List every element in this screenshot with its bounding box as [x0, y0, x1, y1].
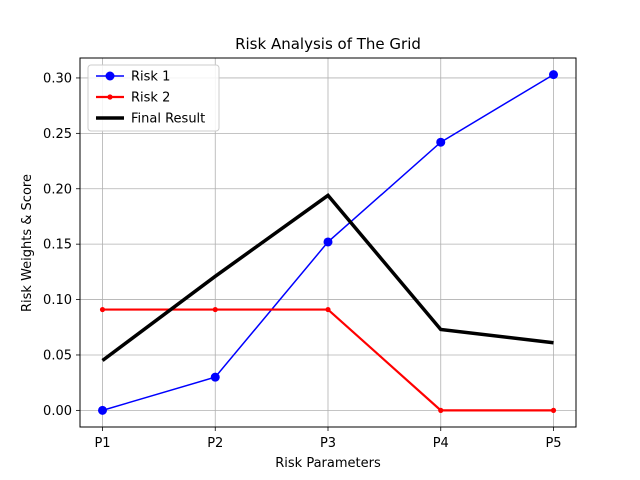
- data-point: [325, 306, 331, 313]
- legend-label: Final Result: [131, 112, 205, 127]
- legend-box: [87, 64, 220, 132]
- series-final-result: [101, 193, 554, 362]
- legend-label: Risk 1: [131, 70, 170, 85]
- legend-entry: Risk 1: [96, 70, 170, 85]
- legend-marker: [105, 71, 115, 81]
- data-point: [210, 372, 220, 382]
- y-tick-label: 0.20: [43, 182, 72, 197]
- x-tick-label: P5: [545, 436, 561, 451]
- data-point: [212, 306, 218, 313]
- legend-entry: Risk 2: [96, 91, 170, 106]
- legend: Risk 1 Risk 2 Final Result: [87, 64, 220, 132]
- x-tick-label: P3: [320, 436, 336, 451]
- legend-marker: [107, 94, 113, 100]
- y-tick-label: 0.25: [43, 127, 72, 142]
- y-tick-label: 0.00: [43, 404, 72, 419]
- grid-lines: [80, 58, 576, 427]
- x-axis-label: Risk Parameters: [275, 456, 381, 471]
- data-point: [438, 407, 444, 413]
- chart-title: Risk Analysis of The Grid: [235, 35, 421, 53]
- data-point: [98, 405, 107, 415]
- data-point: [436, 137, 446, 147]
- x-tick-label: P4: [433, 436, 449, 451]
- legend-entry: Final Result: [96, 112, 205, 127]
- series-layer: [98, 70, 558, 415]
- y-tick-label: 0.15: [43, 238, 72, 253]
- y-tick-label: 0.30: [43, 71, 72, 86]
- series-line: [101, 193, 554, 362]
- y-axis-label: Risk Weights & Score: [20, 174, 35, 312]
- series-risk-1: [98, 70, 558, 415]
- axis-ticks: P1 P2 P3 P4 P5 0.00 0.05 0.10 0.15 0.20 0.25 0.30: [43, 71, 562, 451]
- series-risk-2: [99, 306, 557, 413]
- y-tick-label: 0.05: [43, 348, 72, 363]
- legend-label: Risk 2: [131, 91, 170, 106]
- x-tick-label: P1: [94, 436, 110, 451]
- y-tick-label: 0.10: [43, 293, 72, 308]
- data-point: [549, 70, 558, 80]
- data-point: [323, 237, 333, 247]
- x-tick-label: P2: [207, 436, 223, 451]
- data-point: [99, 306, 106, 313]
- data-point: [550, 407, 557, 413]
